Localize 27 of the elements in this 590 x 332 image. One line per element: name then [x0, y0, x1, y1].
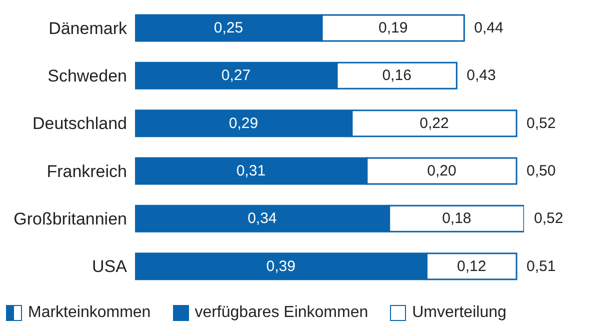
y-tick-label: Großbritannien — [14, 210, 127, 229]
data-label: 0,22 — [420, 114, 449, 132]
data-label: 0,34 — [248, 210, 277, 228]
total-label: 0,52 — [534, 210, 564, 228]
y-tick-label: Deutschland — [32, 114, 127, 134]
total-label: 0,51 — [526, 258, 556, 275]
text: Markteinkommen — [28, 304, 151, 322]
total-label: 0,43 — [466, 67, 496, 84]
data-label: 0,16 — [382, 67, 412, 84]
y-tick-label: Dänemark — [48, 18, 128, 38]
data-label: 0,20 — [427, 162, 456, 180]
total-label: 0,44 — [474, 20, 504, 36]
total-label: 0,50 — [526, 162, 556, 180]
data-label: 0,12 — [457, 258, 486, 275]
legend-label: Umverteilung — [412, 304, 506, 322]
data-label: 0,27 — [221, 67, 251, 84]
total-label: 0,52 — [526, 114, 556, 132]
data-label: 0,19 — [378, 20, 408, 36]
y-tick-label: Schweden — [48, 66, 127, 86]
data-label: 0,29 — [228, 114, 258, 132]
legend-label: verfügbares Einkommen — [194, 304, 368, 322]
y-tick-label: USA — [92, 257, 128, 276]
data-label: 0,39 — [266, 258, 296, 275]
data-label: 0,18 — [442, 210, 472, 228]
y-tick-label: Frankreich — [46, 162, 127, 181]
data-label: 0,31 — [236, 162, 266, 180]
data-label: 0,25 — [214, 20, 244, 36]
